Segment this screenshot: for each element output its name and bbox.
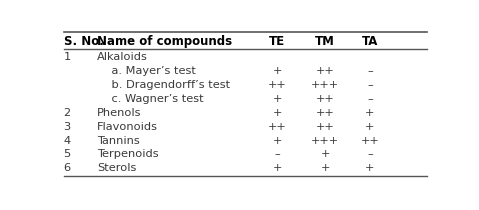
- Text: Terpenoids: Terpenoids: [97, 150, 159, 159]
- Text: Alkaloids: Alkaloids: [97, 52, 148, 62]
- Text: –: –: [367, 94, 373, 104]
- Text: Tannins: Tannins: [97, 135, 140, 146]
- Text: ++: ++: [268, 80, 286, 90]
- Text: 3: 3: [64, 122, 71, 132]
- Text: +: +: [273, 94, 282, 104]
- Text: ++: ++: [316, 66, 335, 76]
- Text: 2: 2: [64, 108, 71, 118]
- Text: +: +: [365, 108, 375, 118]
- Text: b. Dragendorff’s test: b. Dragendorff’s test: [97, 80, 230, 90]
- Text: +++: +++: [311, 135, 339, 146]
- Text: ++: ++: [316, 122, 335, 132]
- Text: –: –: [367, 80, 373, 90]
- Text: S. No.: S. No.: [64, 35, 103, 48]
- Text: TM: TM: [315, 35, 335, 48]
- Text: –: –: [367, 150, 373, 159]
- Text: ++: ++: [268, 122, 286, 132]
- Text: +++: +++: [311, 80, 339, 90]
- Text: +: +: [273, 135, 282, 146]
- Text: +: +: [273, 163, 282, 173]
- Text: Flavonoids: Flavonoids: [97, 122, 158, 132]
- Text: c. Wagner’s test: c. Wagner’s test: [97, 94, 204, 104]
- Text: Phenols: Phenols: [97, 108, 141, 118]
- Text: +: +: [320, 163, 330, 173]
- Text: –: –: [274, 150, 280, 159]
- Text: ++: ++: [361, 135, 379, 146]
- Text: TA: TA: [362, 35, 378, 48]
- Text: Sterols: Sterols: [97, 163, 137, 173]
- Text: Name of compounds: Name of compounds: [97, 35, 232, 48]
- Text: +: +: [365, 163, 375, 173]
- Text: 4: 4: [64, 135, 71, 146]
- Text: 5: 5: [64, 150, 71, 159]
- Text: +: +: [273, 66, 282, 76]
- Text: +: +: [273, 108, 282, 118]
- Text: TE: TE: [269, 35, 285, 48]
- Text: a. Mayer’s test: a. Mayer’s test: [97, 66, 196, 76]
- Text: –: –: [367, 66, 373, 76]
- Text: 6: 6: [64, 163, 71, 173]
- Text: ++: ++: [316, 108, 335, 118]
- Text: ++: ++: [316, 94, 335, 104]
- Text: 1: 1: [64, 52, 71, 62]
- Text: +: +: [365, 122, 375, 132]
- Text: +: +: [320, 150, 330, 159]
